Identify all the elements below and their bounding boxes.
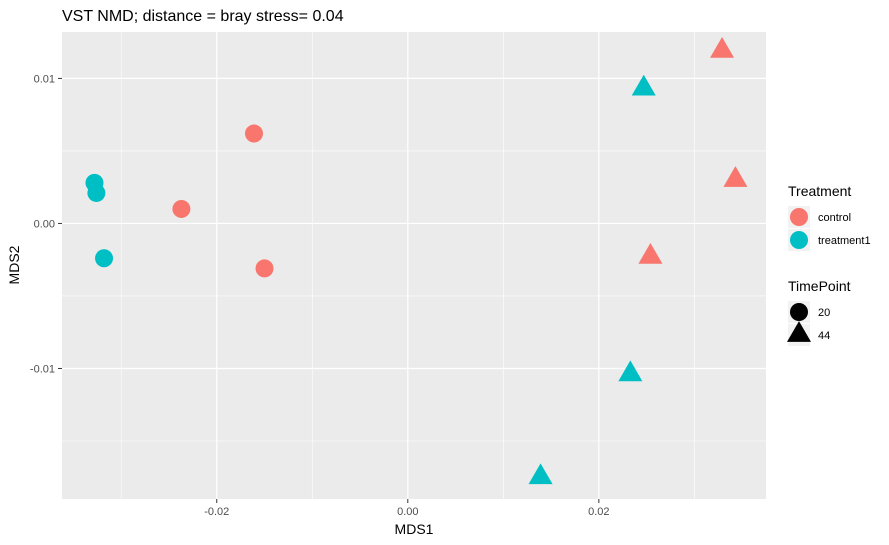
point-control-t44 bbox=[710, 36, 735, 58]
point-treatment1-t20 bbox=[87, 183, 106, 202]
y-axis-title: MDS2 bbox=[6, 245, 22, 284]
point-treatment1-t44 bbox=[618, 360, 643, 382]
legend-label: 44 bbox=[818, 330, 830, 342]
point-treatment1-t44 bbox=[631, 74, 656, 96]
point-control-t44 bbox=[723, 166, 748, 187]
y-tick-label: 0.00 bbox=[34, 218, 55, 230]
point-control-t20 bbox=[255, 259, 274, 278]
data-points bbox=[85, 36, 748, 485]
legend: Treatment control treatment1 TimePoint 20 44 bbox=[787, 183, 871, 346]
legend-key-control bbox=[790, 208, 808, 226]
legend-key-treatment1 bbox=[790, 231, 808, 249]
y-tick-label: -0.01 bbox=[30, 363, 55, 375]
axes: -0.02 0.00 0.02 -0.01 0.00 0.01 bbox=[30, 73, 610, 518]
point-control-t44 bbox=[638, 242, 663, 264]
point-treatment1-t44 bbox=[528, 463, 553, 485]
x-axis-title: MDS1 bbox=[395, 521, 434, 537]
legend-title-timepoint: TimePoint bbox=[788, 278, 851, 294]
legend-label: 20 bbox=[818, 307, 830, 319]
point-control-t20 bbox=[245, 124, 263, 143]
point-control-t20 bbox=[172, 199, 191, 218]
y-tick-label: 0.01 bbox=[34, 73, 55, 85]
grid-lines bbox=[62, 32, 766, 499]
plot-title: VST NMD; distance = bray stress= 0.04 bbox=[62, 8, 344, 25]
point-treatment1-t20 bbox=[95, 249, 114, 268]
x-tick-label: -0.02 bbox=[204, 506, 229, 518]
legend-label: treatment1 bbox=[818, 235, 871, 247]
legend-key-44 bbox=[787, 321, 811, 342]
legend-title-treatment: Treatment bbox=[788, 183, 851, 199]
legend-label: control bbox=[818, 212, 851, 224]
x-tick-label: 0.00 bbox=[397, 506, 418, 518]
plot-panel bbox=[62, 32, 766, 499]
legend-key-20 bbox=[790, 303, 808, 321]
x-tick-label: 0.02 bbox=[588, 506, 609, 518]
